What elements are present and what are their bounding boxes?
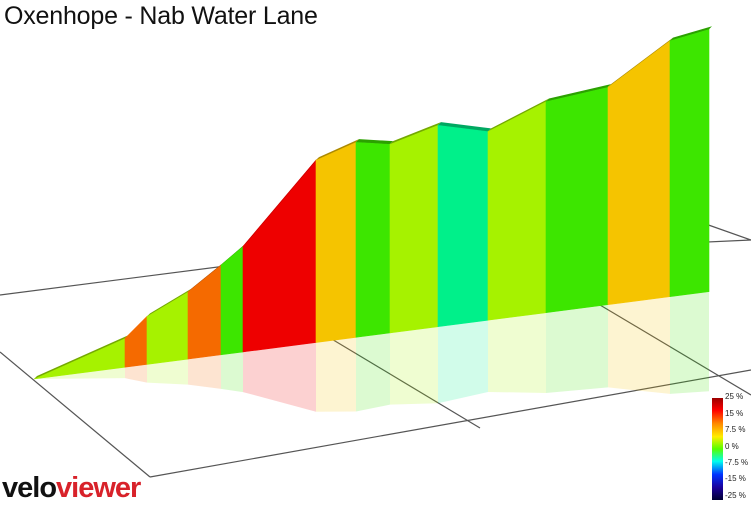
page-title: Oxenhope - Nab Water Lane	[4, 2, 318, 30]
profile-segment-2	[146, 291, 189, 365]
profile-reflection-9	[438, 320, 488, 404]
profile-segment-6	[315, 141, 357, 343]
gradient-color-scale: 25 % 15 % 7.5 % 0 % -7.5 % -15 % -25 %	[712, 392, 751, 503]
profile-ridge-9	[438, 122, 491, 132]
profile-ridge-11	[546, 84, 611, 102]
gradient-scale-bar	[712, 398, 723, 500]
profile-segment-1	[124, 315, 148, 368]
grid-line-2	[0, 351, 151, 478]
profile-ridge-5	[243, 157, 319, 247]
profile-reflection-10	[488, 312, 546, 393]
profile-ridge-3	[188, 262, 224, 292]
profile-reflection-6	[316, 337, 356, 412]
grid-line-4	[329, 337, 481, 429]
profile-ridge-2	[147, 288, 191, 317]
profile-segment-11	[545, 86, 609, 314]
profile-reflection-13	[670, 291, 709, 394]
profile-reflection-7	[356, 332, 390, 412]
profile-ridge-13	[670, 26, 712, 41]
scale-label-15: 15 %	[725, 409, 744, 418]
profile-ridge-0	[34, 335, 128, 379]
profile-reflection-11	[546, 304, 608, 393]
scale-label-minus-25: -25 %	[725, 491, 746, 500]
scale-label-7-5: 7.5 %	[725, 425, 746, 434]
profile-ridge-8	[390, 122, 441, 145]
logo-text-viewer: viewer	[56, 472, 141, 504]
scale-label-25: 25 %	[725, 392, 744, 401]
profile-ridge-10	[488, 98, 549, 132]
profile-segment-7	[355, 141, 391, 338]
scale-label-0: 0 %	[725, 442, 739, 451]
profile-segment-8	[389, 124, 439, 334]
grid-line-5	[599, 304, 751, 396]
profile-reflection-1	[125, 364, 147, 383]
profile-ridge-6	[316, 139, 359, 161]
veloviewer-logo[interactable]: veloviewer	[2, 472, 141, 505]
profile-reflection-4	[221, 351, 243, 393]
grid-line-0	[0, 262, 250, 296]
profile-segment-9	[437, 124, 489, 328]
scale-label-minus-7-5: -7.5 %	[725, 458, 749, 467]
profile-ridge-1	[125, 313, 150, 339]
profile-segment-5	[242, 159, 317, 353]
profile-reflection-12	[608, 296, 670, 394]
scale-label-minus-15: -15 %	[725, 474, 746, 483]
grid-line-3	[149, 369, 751, 478]
profile-ridge-7	[356, 139, 393, 145]
profile-segment-10	[487, 101, 547, 321]
profile-ridge-4	[221, 243, 246, 266]
profile-reflection-2	[147, 359, 188, 385]
profile-segment-12	[607, 40, 671, 306]
profile-ridge-12	[608, 37, 673, 88]
profile-reflection-5	[243, 342, 316, 412]
profile-reflection-8	[390, 326, 438, 405]
profile-segment-4	[220, 245, 244, 356]
profile-segment-3	[187, 264, 222, 360]
profile-segment-13	[669, 28, 710, 297]
profile-reflection-3	[188, 354, 221, 389]
logo-text-velo: velo	[2, 472, 57, 504]
